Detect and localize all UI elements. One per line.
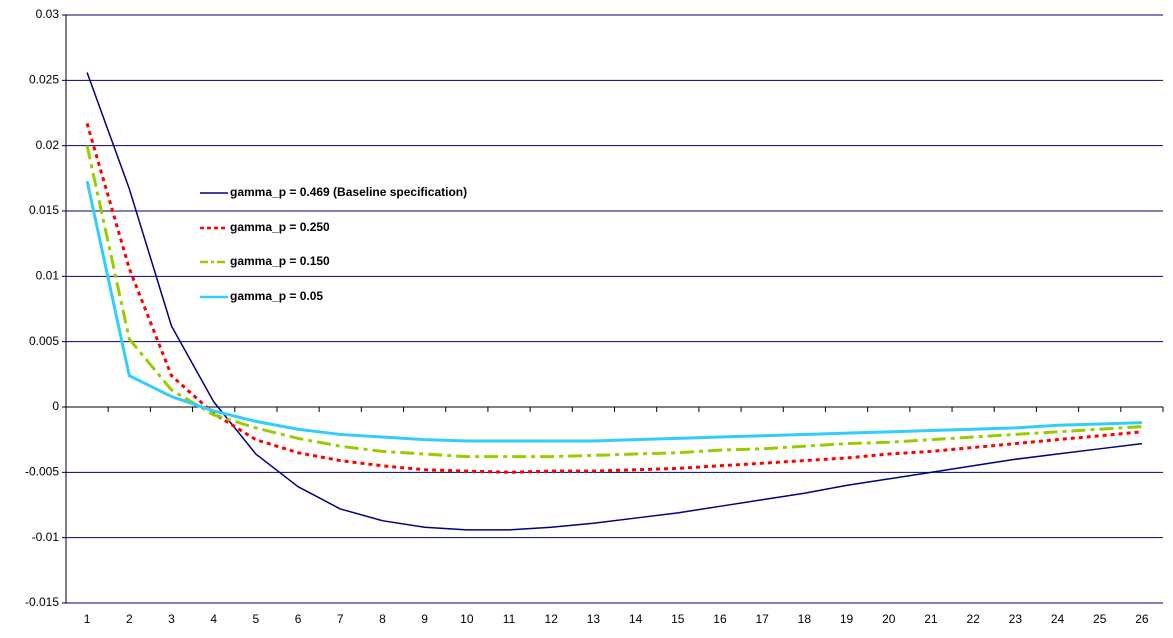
x-tick-label: 2	[126, 612, 133, 626]
y-tick-label: -0.005	[25, 465, 59, 479]
x-tick-label: 20	[882, 612, 896, 626]
y-tick-label: 0.015	[29, 203, 59, 217]
x-tick-label: 15	[671, 612, 685, 626]
x-tick-label: 9	[421, 612, 428, 626]
x-tick-label: 7	[337, 612, 344, 626]
series-line	[85, 123, 1143, 474]
x-tick-label: 25	[1093, 612, 1107, 626]
y-tick-label: 0.005	[29, 334, 59, 348]
legend-label: gamma_p = 0.05	[230, 289, 323, 303]
x-tick-label: 23	[1009, 612, 1023, 626]
x-tick-label: 13	[587, 612, 601, 626]
legend-label: gamma_p = 0.250	[230, 220, 330, 234]
y-tick-label: 0.01	[36, 269, 60, 283]
legend-label: gamma_p = 0.469 (Baseline specification)	[230, 185, 467, 199]
series-line	[86, 72, 1142, 531]
x-tick-label: 21	[924, 612, 938, 626]
x-tick-label: 4	[210, 612, 217, 626]
series-line	[85, 180, 1142, 443]
y-tick-label: 0	[52, 399, 59, 413]
x-tick-label: 1	[84, 612, 91, 626]
y-tick-label: -0.015	[25, 595, 59, 609]
x-tick-label: 19	[840, 612, 854, 626]
y-tick-label: 0.03	[36, 7, 60, 21]
y-tick-label: -0.01	[32, 530, 60, 544]
x-tick-label: 5	[253, 612, 260, 626]
x-tick-label: 26	[1135, 612, 1149, 626]
x-tick-label: 10	[460, 612, 474, 626]
x-tick-label: 14	[629, 612, 643, 626]
x-tick-label: 11	[503, 612, 516, 626]
legend-label: gamma_p = 0.150	[230, 254, 330, 268]
x-tick-label: 3	[168, 612, 175, 626]
x-tick-label: 12	[545, 612, 559, 626]
y-tick-label: 0.02	[36, 138, 60, 152]
x-tick-label: 24	[1051, 612, 1065, 626]
x-tick-label: 16	[713, 612, 727, 626]
x-tick-label: 22	[966, 612, 980, 626]
x-tick-label: 18	[798, 612, 812, 626]
x-tick-label: 8	[379, 612, 386, 626]
x-tick-label: 17	[755, 612, 769, 626]
x-tick-label: 6	[295, 612, 302, 626]
series-line	[85, 145, 1142, 459]
y-tick-label: 0.025	[29, 73, 59, 87]
